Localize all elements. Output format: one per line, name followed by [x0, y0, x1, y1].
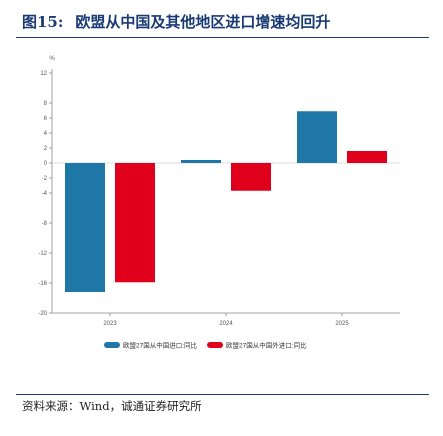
y-axis: % 12 8 6 4 2 0 -2 -4 -8 -12 -16 -20	[38, 56, 55, 317]
figure-title: 图15: 欧盟从中国及其他地区进口增速均回升	[22, 11, 330, 32]
bar-2024-series-2	[231, 163, 271, 191]
y-tick-label: 8	[44, 101, 48, 107]
y-tick-label: 2	[44, 146, 48, 152]
y-tick-label: -16	[38, 281, 47, 287]
figure-number: 图15:	[22, 13, 64, 31]
bars	[65, 111, 387, 292]
y-tick-label: 12	[40, 71, 47, 77]
figure-title-text: 欧盟从中国及其他地区进口增速均回升	[75, 13, 331, 31]
y-tick-label: 6	[44, 116, 48, 122]
y-tick-label: 0	[44, 161, 48, 167]
title-rule	[16, 37, 429, 38]
x-axis: 2023 2024 2025	[52, 162, 400, 327]
legend-label-2: 欧盟27国从中国外进口:同比	[226, 341, 307, 350]
bar-2023-series-2	[115, 163, 155, 283]
legend-swatch-1	[104, 342, 120, 348]
y-tick-label: 4	[44, 131, 48, 137]
x-tick-label: 2024	[219, 321, 233, 327]
source-note: 资料来源：Wind，诚通证券研究所	[22, 399, 202, 413]
x-tick-label: 2025	[335, 321, 349, 327]
y-tick-label: -2	[42, 176, 48, 182]
legend: 欧盟27国从中国进口:同比 欧盟27国从中国外进口:同比	[104, 341, 307, 350]
source-rule	[16, 394, 429, 395]
y-tick-label: -8	[42, 221, 48, 227]
legend-label-1: 欧盟27国从中国进口:同比	[123, 341, 198, 350]
bar-2023-series-1	[65, 163, 105, 292]
bar-2024-series-1	[181, 160, 221, 163]
y-tick-label: -20	[38, 311, 47, 317]
legend-swatch-2	[207, 342, 224, 348]
bar-2025-series-1	[297, 111, 337, 163]
bar-2025-series-2	[347, 151, 387, 163]
x-tick-label: 2023	[103, 321, 117, 327]
y-axis-unit: %	[49, 56, 55, 62]
y-tick-label: -4	[42, 191, 48, 197]
y-tick-label: -12	[38, 251, 47, 257]
